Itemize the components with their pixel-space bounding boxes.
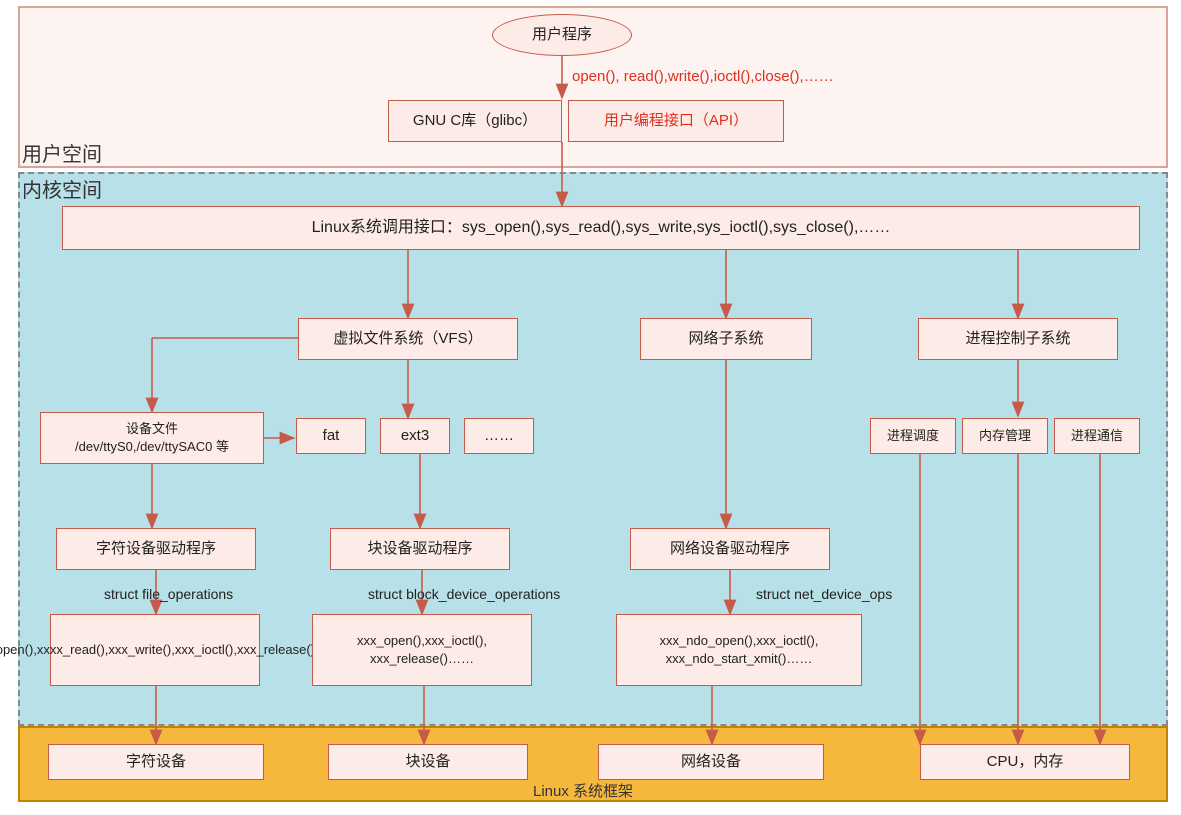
node-proc_ipc: 进程通信 [1054, 418, 1140, 454]
diagram-canvas: 深圳信盈达 陈志发 用户空间 内核空间 Linux 系统框架 用户程序open(… [0, 0, 1181, 815]
node-fs_more: …… [464, 418, 534, 454]
node-net_sub: 网络子系统 [640, 318, 812, 360]
node-proc_mem: 内存管理 [962, 418, 1048, 454]
node-block_ops: xxx_open(),xxx_ioctl(), xxx_release()…… [312, 614, 532, 686]
node-lbl_bops: struct block_device_operations [368, 586, 560, 602]
node-proc_sched: 进程调度 [870, 418, 956, 454]
node-glibc: GNU C库（glibc） [388, 100, 562, 142]
region-user-label: 用户空间 [22, 138, 102, 167]
node-net_drv: 网络设备驱动程序 [630, 528, 830, 570]
node-hw_net: 网络设备 [598, 744, 824, 780]
node-char_ops: xxx_open(),xxxx_read(),xxx_write(),xxx_i… [50, 614, 260, 686]
node-syscall: Linux系统调用接口：sys_open(),sys_read(),sys_wr… [62, 206, 1140, 250]
node-devfile: 设备文件 /dev/ttyS0,/dev/ttySAC0 等 [40, 412, 264, 464]
node-proc_sub: 进程控制子系统 [918, 318, 1118, 360]
node-hw_block: 块设备 [328, 744, 528, 780]
node-fs_ext3: ext3 [380, 418, 450, 454]
region-kernel-label: 内核空间 [22, 174, 102, 203]
node-lbl_nops: struct net_device_ops [756, 586, 892, 602]
node-block_drv: 块设备驱动程序 [330, 528, 510, 570]
node-api: 用户编程接口（API） [568, 100, 784, 142]
node-hw_char: 字符设备 [48, 744, 264, 780]
node-char_drv: 字符设备驱动程序 [56, 528, 256, 570]
region-hardware-label: Linux 系统框架 [533, 780, 633, 801]
node-hw_cpu: CPU，内存 [920, 744, 1130, 780]
node-lbl_fops: struct file_operations [104, 586, 233, 602]
node-api_call_label: open(), read(),write(),ioctl(),close(),…… [572, 68, 834, 85]
node-fs_fat: fat [296, 418, 366, 454]
node-net_ops: xxx_ndo_open(),xxx_ioctl(), xxx_ndo_star… [616, 614, 862, 686]
node-vfs: 虚拟文件系统（VFS） [298, 318, 518, 360]
node-user_prog: 用户程序 [492, 14, 632, 56]
